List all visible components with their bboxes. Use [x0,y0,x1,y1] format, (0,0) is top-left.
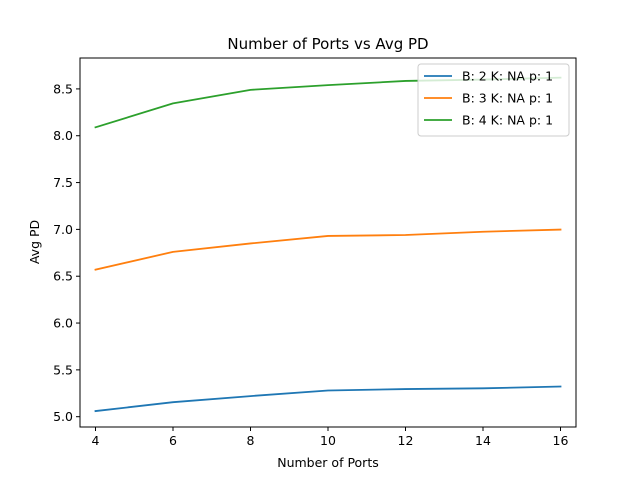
x-tick-label: 12 [398,433,414,448]
legend-box [417,63,570,137]
y-tick-label: 5.5 [53,362,73,377]
y-tick-label: 6.5 [53,269,73,284]
y-axis-label: Avg PD [27,220,42,264]
x-tick-label: 4 [92,433,100,448]
y-tick-label: 6.0 [53,316,73,331]
y-tick-label: 8.5 [53,81,73,96]
axes-frame [79,57,577,428]
x-tick-label: 6 [169,433,177,448]
y-tick-label: 8.0 [53,128,73,143]
legend-entry-label: B: 3 K: NA p: 1 [462,91,553,106]
x-tick-label: 14 [475,433,491,448]
chart-title: Number of Ports vs Avg PD [227,35,428,53]
legend: B: 2 K: NA p: 1 B: 3 K: NA p: 1 B: 4 K: NA… [417,63,570,137]
x-tick-label: 16 [553,433,569,448]
series-line-2 [94,228,562,271]
y-tick-label: 7.5 [53,175,73,190]
y-tick-label: 7.0 [53,222,73,237]
y-axis: 5.0 5.5 6.0 6.5 7.0 7.5 8.0 8.5 [53,81,80,424]
x-tick-label: 8 [247,433,255,448]
legend-entry-label: B: 2 K: NA p: 1 [462,69,553,84]
series-line-1 [94,385,562,413]
x-axis: 4 6 8 10 12 14 16 [92,427,569,448]
legend-entry-label: B: 4 K: NA p: 1 [462,113,553,128]
x-axis-label: Number of Ports [277,455,379,470]
x-tick-label: 10 [320,433,336,448]
y-tick-label: 5.0 [53,409,73,424]
